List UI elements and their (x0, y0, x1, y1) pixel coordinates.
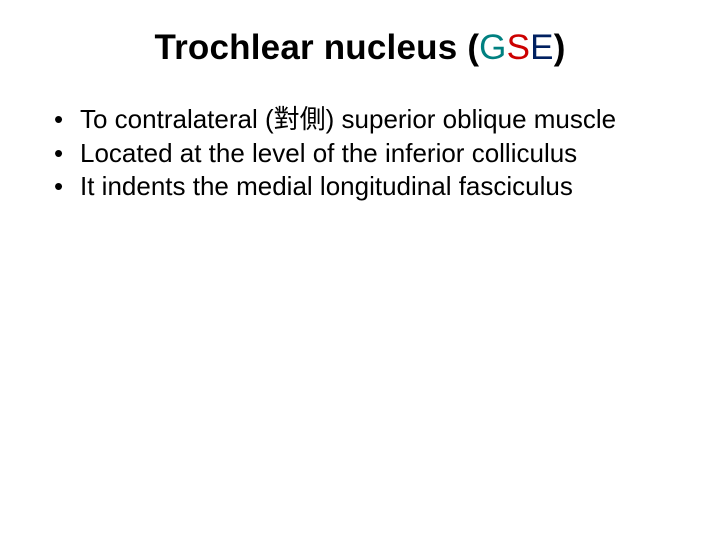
list-item: Located at the level of the inferior col… (54, 138, 684, 170)
list-item: To contralateral (對側) superior oblique m… (54, 104, 684, 136)
title-main: Trochlear nucleus (154, 28, 467, 67)
title-letter-g: G (479, 28, 506, 67)
slide-title: Trochlear nucleus (GSE) (36, 28, 684, 68)
title-paren-close: ) (554, 28, 566, 67)
slide: Trochlear nucleus (GSE) To contralateral… (0, 0, 720, 540)
title-letter-e: E (530, 28, 554, 67)
title-letter-s: S (507, 28, 531, 67)
bullet-list: To contralateral (對側) superior oblique m… (36, 104, 684, 203)
list-item: It indents the medial longitudinal fasci… (54, 171, 684, 203)
title-paren-open: ( (467, 28, 479, 67)
